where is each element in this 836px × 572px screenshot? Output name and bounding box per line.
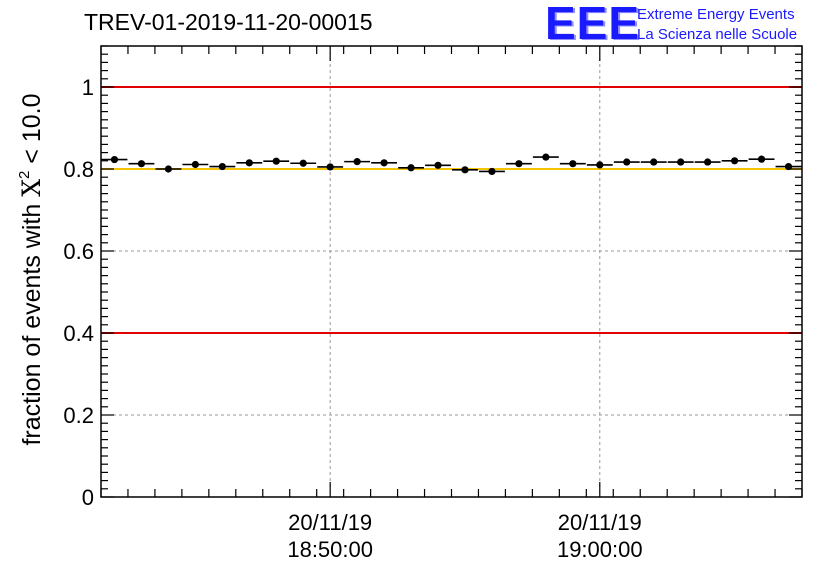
data-point: [586, 161, 613, 169]
y-axis-label-symbol: X: [17, 179, 46, 197]
data-point-marker: [542, 153, 550, 161]
x-tick-label-time: 19:00:00: [557, 537, 643, 562]
data-point-marker: [380, 159, 388, 167]
data-point: [344, 158, 371, 166]
y-tick-label: 0.8: [63, 157, 94, 182]
data-point-marker: [757, 155, 766, 163]
y-tick-label: 1: [82, 75, 94, 100]
data-point: [748, 155, 775, 163]
data-point: [505, 160, 532, 168]
data-point: [721, 157, 748, 165]
data-point-marker: [650, 158, 658, 166]
data-point: [452, 166, 478, 174]
eee-logo: EEE Extreme Energy Events La Scienza nel…: [545, 0, 835, 49]
data-point: [317, 163, 344, 171]
data-point-marker: [488, 167, 496, 176]
data-point: [694, 158, 721, 166]
y-axis-label-prefix: fraction of events with: [18, 197, 46, 446]
logo-subtitle-line2: La Scienza nelle Scuole: [637, 26, 798, 43]
data-point-marker: [434, 161, 442, 169]
axis-ticks: [100, 45, 803, 498]
data-point: [128, 160, 155, 168]
data-point: [263, 157, 290, 165]
data-point-marker: [704, 158, 712, 166]
data-point-marker: [137, 160, 146, 168]
eee-logo-letters: EEE: [545, 0, 641, 49]
data-point-marker: [623, 158, 631, 166]
data-point: [532, 153, 559, 161]
logo-subtitle-line1: Extreme Energy Events: [637, 6, 795, 23]
data-point-marker: [218, 162, 226, 171]
y-axis-label-superscript: 2: [16, 171, 33, 179]
data-point: [371, 159, 398, 167]
data-points: [101, 153, 802, 176]
data-point: [613, 158, 640, 166]
data-point-marker: [569, 160, 577, 168]
y-tick-label: 0.4: [63, 321, 94, 346]
tick-labels: 00.20.40.60.8120/11/1918:50:0020/11/1919…: [63, 75, 642, 562]
y-axis-label-suffix: < 10.0: [18, 93, 46, 170]
y-tick-label: 0: [82, 485, 94, 510]
data-point: [290, 159, 317, 167]
data-point-marker: [784, 162, 793, 171]
plot-frame: [100, 45, 803, 498]
y-tick-label: 0.2: [63, 403, 94, 428]
data-point-marker: [191, 160, 199, 169]
data-point: [667, 158, 694, 166]
data-point: [640, 158, 667, 166]
data-point-marker: [110, 155, 119, 164]
y-axis-label: fraction of events with X2 < 10.0: [16, 93, 46, 445]
x-tick-label-time: 18:50:00: [287, 537, 373, 562]
data-point-marker: [515, 160, 523, 168]
data-point-marker: [677, 158, 685, 166]
plot-title: TREV-01-2019-11-20-00015: [84, 9, 373, 35]
data-point-marker: [730, 157, 739, 165]
grid-lines: [101, 46, 802, 497]
y-tick-label: 0.6: [63, 239, 94, 264]
data-point: [101, 155, 128, 164]
data-point-marker: [326, 163, 334, 171]
data-point-marker: [407, 164, 415, 172]
data-point: [182, 160, 209, 169]
x-tick-label-date: 20/11/19: [288, 510, 372, 535]
data-point: [236, 159, 263, 167]
data-point-marker: [272, 157, 280, 165]
data-point-marker: [353, 158, 361, 166]
data-point: [209, 162, 236, 171]
data-point-marker: [461, 166, 469, 174]
data-point-marker: [245, 159, 253, 167]
x-tick-label-date: 20/11/19: [558, 510, 642, 535]
data-point: [398, 164, 424, 172]
data-point: [775, 162, 802, 171]
data-point: [155, 165, 182, 173]
data-point-marker: [596, 161, 604, 169]
data-point: [425, 161, 451, 169]
data-point-marker: [164, 165, 173, 173]
threshold-lines: [101, 86, 802, 334]
data-point: [559, 160, 586, 168]
data-point: [479, 167, 505, 176]
data-point-marker: [299, 159, 307, 167]
